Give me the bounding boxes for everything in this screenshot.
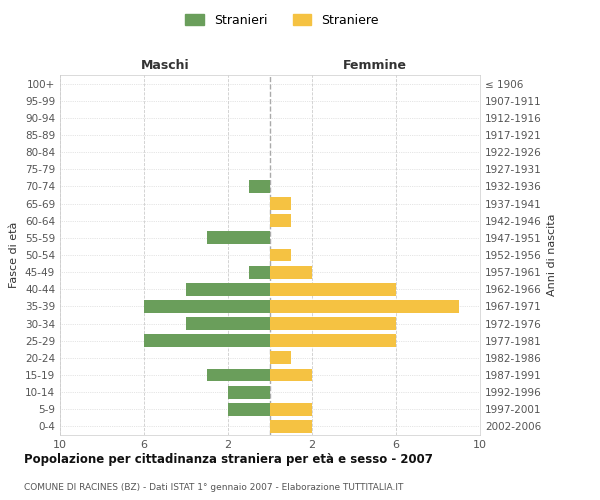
Bar (270, 317, 396, 330)
Bar (249, 180, 270, 193)
Bar (207, 368, 270, 382)
Bar (207, 232, 270, 244)
Text: Femmine: Femmine (343, 58, 407, 71)
Bar (186, 283, 270, 296)
Bar (270, 403, 312, 415)
Bar (270, 334, 396, 347)
Bar (144, 334, 270, 347)
Bar (249, 266, 270, 278)
Text: Popolazione per cittadinanza straniera per età e sesso - 2007: Popolazione per cittadinanza straniera p… (24, 452, 433, 466)
Bar (270, 266, 312, 278)
Bar (228, 403, 270, 415)
Bar (270, 352, 291, 364)
Legend: Stranieri, Straniere: Stranieri, Straniere (180, 8, 384, 32)
Bar (270, 283, 396, 296)
Bar (228, 386, 270, 398)
Bar (270, 214, 291, 227)
Bar (270, 197, 291, 210)
Text: Maschi: Maschi (140, 58, 190, 71)
Bar (270, 368, 312, 382)
Bar (144, 300, 270, 313)
Text: COMUNE DI RACINES (BZ) - Dati ISTAT 1° gennaio 2007 - Elaborazione TUTTITALIA.IT: COMUNE DI RACINES (BZ) - Dati ISTAT 1° g… (24, 483, 403, 492)
Bar (270, 300, 459, 313)
Y-axis label: Fasce di età: Fasce di età (10, 222, 19, 288)
Bar (186, 317, 270, 330)
Bar (270, 420, 312, 433)
Bar (270, 248, 291, 262)
Y-axis label: Anni di nascita: Anni di nascita (547, 214, 557, 296)
